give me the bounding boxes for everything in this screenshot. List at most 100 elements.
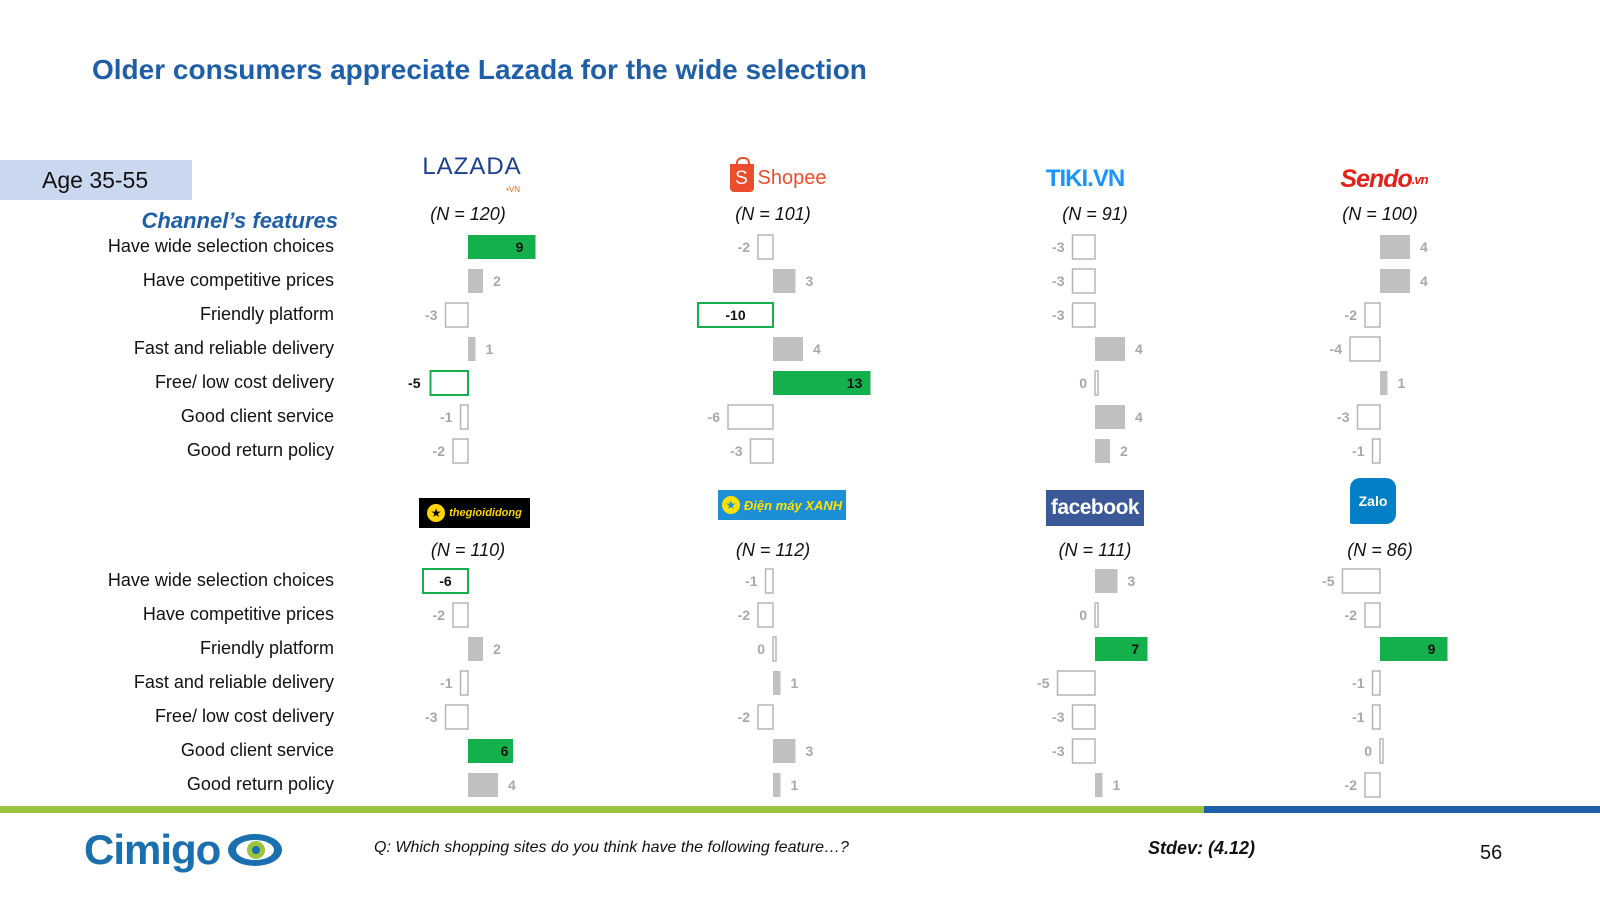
- bar: [757, 234, 774, 260]
- sendo-logo: Sendo .vn: [1336, 162, 1432, 196]
- bar-value-label: -6: [708, 409, 721, 425]
- bar: [773, 671, 781, 695]
- facebook-logo: facebook: [1046, 490, 1144, 526]
- lazada-logo: LAZADA •VN: [422, 154, 520, 196]
- bar-value-label: 9: [516, 239, 524, 255]
- dmx-logo-text: Điện máy XANH: [743, 497, 843, 513]
- bar: [444, 704, 469, 730]
- bar-value-label: -1: [745, 573, 758, 589]
- sendo-logo-text: Sendo: [1340, 164, 1412, 193]
- bar-value-label: -2: [738, 607, 751, 623]
- bar: [1071, 268, 1096, 294]
- bar: [1380, 637, 1448, 661]
- sample-size-label: (N = 110): [430, 540, 506, 560]
- bar-value-label: -5: [1322, 573, 1335, 589]
- dmx-logo: ★ Điện máy XANH: [718, 490, 846, 520]
- bar: [468, 773, 498, 797]
- bar: [1071, 704, 1096, 730]
- row-label: Fast and reliable delivery: [133, 672, 334, 692]
- bar-value-label: 4: [1135, 409, 1143, 425]
- row-label: Friendly platform: [199, 638, 334, 658]
- bar: [1364, 602, 1381, 628]
- bar-value-label: -2: [1345, 777, 1358, 793]
- bar: [452, 438, 469, 464]
- bar-value-label: 1: [1113, 777, 1121, 793]
- row-label: Have wide selection choices: [107, 236, 334, 256]
- bar-value-label: -2: [1345, 607, 1358, 623]
- bar-value-label: 1: [486, 341, 494, 357]
- bar-value-label: 0: [1079, 607, 1087, 623]
- bar-value-label: -3: [425, 307, 438, 323]
- bar: [773, 773, 781, 797]
- bar-value-label: 4: [1135, 341, 1143, 357]
- tgdd-runner-icon: ★: [427, 504, 446, 522]
- bar-value-label: 0: [757, 641, 765, 657]
- bar-value-label: 4: [508, 777, 516, 793]
- bar-value-label: -1: [1352, 709, 1365, 725]
- bar-value-label: -5: [1037, 675, 1050, 691]
- zalo-logo: Zalo: [1350, 478, 1396, 524]
- bar: [1094, 370, 1099, 396]
- row-label: Free/ low cost delivery: [154, 372, 334, 392]
- bar: [1095, 439, 1110, 463]
- bar: [1095, 637, 1148, 661]
- row-label: Good client service: [180, 740, 334, 760]
- bar-value-label: -1: [440, 675, 453, 691]
- sample-size-label: (N = 91): [1062, 204, 1128, 224]
- bar-value-label: -2: [433, 443, 446, 459]
- bar: [468, 637, 483, 661]
- bar-value-label: -2: [738, 239, 751, 255]
- tgdd-logo-text: thegioididong: [449, 507, 522, 519]
- bar: [1380, 371, 1388, 395]
- bar: [1380, 235, 1410, 259]
- bar-value-label: 3: [1128, 573, 1136, 589]
- bar: [429, 370, 469, 396]
- bar: [1341, 568, 1381, 594]
- bar: [1095, 569, 1118, 593]
- bar-value-label: -1: [440, 409, 453, 425]
- bar-value-label: 1: [1398, 375, 1406, 391]
- bar: [749, 438, 774, 464]
- bar-value-label: -4: [1330, 341, 1343, 357]
- bar-value-label: 13: [847, 375, 863, 391]
- bar: [459, 670, 469, 696]
- bar: [1094, 602, 1099, 628]
- bar: [727, 404, 774, 430]
- cimigo-logo: Cimigo: [84, 826, 284, 874]
- bar-value-label: -3: [1052, 239, 1065, 255]
- bar-value-label: -1: [1352, 443, 1365, 459]
- bar-value-label: 1: [791, 675, 799, 691]
- bar: [1364, 772, 1381, 798]
- bar: [757, 704, 774, 730]
- row-label: Have competitive prices: [142, 270, 334, 290]
- bar: [459, 404, 469, 430]
- bar: [773, 371, 871, 395]
- bar: [452, 602, 469, 628]
- bar: [1349, 336, 1381, 362]
- features-heading: Channel’s features: [141, 208, 338, 233]
- sample-size-label: (N = 101): [735, 204, 811, 224]
- stdev-label: Stdev: (4.12): [1148, 838, 1256, 858]
- bar-value-label: -3: [425, 709, 438, 725]
- sample-size-label: (N = 112): [735, 540, 811, 560]
- bar-value-label: 0: [1364, 743, 1372, 759]
- facebook-logo-text: facebook: [1050, 496, 1140, 519]
- bar: [1371, 670, 1381, 696]
- bar: [422, 568, 469, 594]
- bar: [773, 739, 796, 763]
- cimigo-logo-text: Cimigo: [84, 826, 221, 873]
- bar: [764, 568, 774, 594]
- bar-value-label: -10: [725, 307, 745, 323]
- shopee-logo-text: Shopee: [757, 166, 827, 189]
- bar-value-label: 2: [1120, 443, 1128, 459]
- bar: [1071, 302, 1096, 328]
- cimigo-eye-icon: [228, 834, 283, 866]
- bar-value-label: -3: [730, 443, 743, 459]
- bar-value-label: -2: [433, 607, 446, 623]
- bar-value-label: 2: [493, 273, 501, 289]
- bar: [468, 235, 536, 259]
- bar: [1095, 773, 1103, 797]
- bar: [468, 739, 513, 763]
- page-title: Older consumers appreciate Lazada for th…: [92, 54, 867, 85]
